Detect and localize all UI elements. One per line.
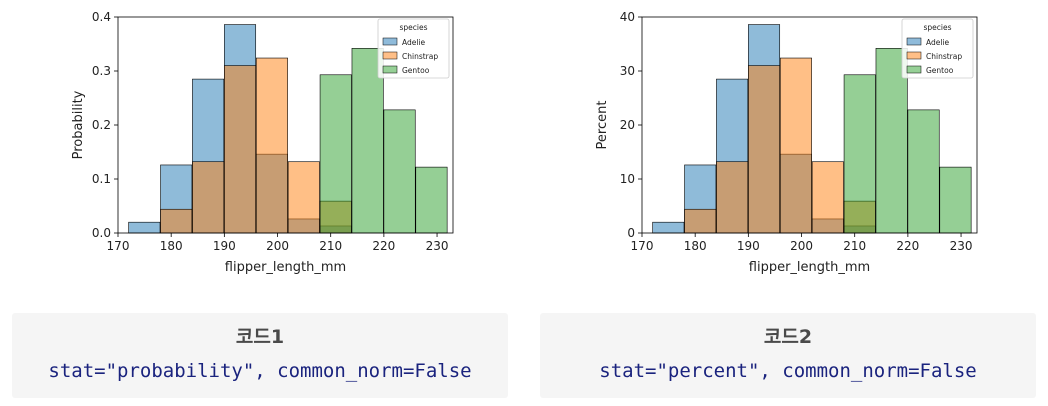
bar-gentoo-6 <box>319 74 352 234</box>
y-tick-label: 0.3 <box>92 64 111 78</box>
bar-chinstrap-2 <box>716 161 749 234</box>
code-snippet-2: stat="percent", common_norm=False <box>599 360 977 382</box>
histogram-percent-chart: 170 180 190 200 210 220 230 0 10 20 30 40 flipper_le… <box>595 10 978 275</box>
legend-swatch-chinstrap <box>906 51 922 60</box>
x-tick-label: 210 <box>843 239 866 253</box>
legend-swatch-adelie <box>906 37 922 46</box>
x-tick-label: 180 <box>684 239 707 253</box>
legend-swatch-gentoo <box>906 65 922 74</box>
y-tick-label: 20 <box>620 118 635 132</box>
legend: species Adelie Chinstrap Gentoo <box>377 18 450 79</box>
x-axis-label: flipper_length_mm <box>225 260 346 275</box>
x-tick-label: 180 <box>160 239 183 253</box>
code-box-1: 코드1 stat="probability", common_norm=Fals… <box>12 313 508 398</box>
x-tick-label: 170 <box>107 239 130 253</box>
code-box-2: 코드2 stat="percent", common_norm=False <box>540 313 1036 398</box>
bar-chinstrap-4 <box>255 57 288 234</box>
bar-gentoo-8 <box>907 109 940 234</box>
bar-adelie-0 <box>652 221 685 234</box>
y-axis-label: Probability <box>71 90 86 159</box>
legend-title: species <box>923 23 951 32</box>
bars-group <box>652 24 972 234</box>
x-tick-label: 220 <box>372 239 395 253</box>
bar-chinstrap-2 <box>192 161 225 234</box>
y-tick-label: 0.4 <box>92 10 111 24</box>
legend-swatch-gentoo <box>382 65 398 74</box>
legend-title: species <box>399 23 427 32</box>
histogram-probability-chart: 170 180 190 200 210 220 230 0.0 0.1 0.2 0.3 0.4 flip… <box>71 10 454 275</box>
legend-box <box>901 18 974 79</box>
bar-chinstrap-1 <box>160 208 193 234</box>
code-title-2: 코드2 <box>763 326 813 348</box>
y-tick-label: 30 <box>620 64 635 78</box>
bar-chinstrap-3 <box>748 65 781 234</box>
code-title-1: 코드1 <box>235 326 285 348</box>
legend-box <box>377 18 450 79</box>
legend-label-chinstrap: Chinstrap <box>926 52 962 61</box>
y-tick-label: 0.2 <box>92 118 111 132</box>
y-axis-label: Percent <box>595 101 610 150</box>
bar-chinstrap-4 <box>779 57 812 234</box>
y-tick-label: 0.1 <box>92 172 111 186</box>
legend-label-adelie: Adelie <box>926 38 950 47</box>
legend-swatch-chinstrap <box>382 51 398 60</box>
bar-chinstrap-5 <box>811 161 844 234</box>
x-tick-label: 210 <box>319 239 342 253</box>
legend: species Adelie Chinstrap Gentoo <box>901 18 974 79</box>
x-tick-label: 190 <box>213 239 236 253</box>
bar-gentoo-9 <box>939 166 972 234</box>
x-tick-label: 200 <box>790 239 813 253</box>
y-tick-label: 40 <box>620 10 635 24</box>
bar-gentoo-9 <box>415 166 448 234</box>
legend-label-gentoo: Gentoo <box>926 66 954 75</box>
legend-label-gentoo: Gentoo <box>402 66 430 75</box>
y-tick-label: 0 <box>627 226 635 240</box>
legend-swatch-adelie <box>382 37 398 46</box>
bar-chinstrap-3 <box>224 65 257 234</box>
legend-label-chinstrap: Chinstrap <box>402 52 438 61</box>
x-axis-label: flipper_length_mm <box>749 260 870 275</box>
bar-gentoo-7 <box>351 48 384 234</box>
x-tick-label: 230 <box>950 239 973 253</box>
bars-group <box>128 24 448 234</box>
bar-adelie-0 <box>128 221 161 234</box>
bar-chinstrap-5 <box>287 161 320 234</box>
x-tick-label: 190 <box>737 239 760 253</box>
bar-gentoo-7 <box>875 48 908 234</box>
y-tick-label: 0.0 <box>92 226 111 240</box>
x-tick-label: 170 <box>631 239 654 253</box>
x-tick-label: 220 <box>896 239 919 253</box>
x-tick-label: 230 <box>426 239 449 253</box>
code-snippet-1: stat="probability", common_norm=False <box>48 360 472 382</box>
bar-gentoo-6 <box>843 74 876 234</box>
y-tick-label: 10 <box>620 172 635 186</box>
bar-gentoo-8 <box>383 109 416 234</box>
legend-label-adelie: Adelie <box>402 38 426 47</box>
bar-chinstrap-1 <box>684 208 717 234</box>
x-tick-label: 200 <box>266 239 289 253</box>
